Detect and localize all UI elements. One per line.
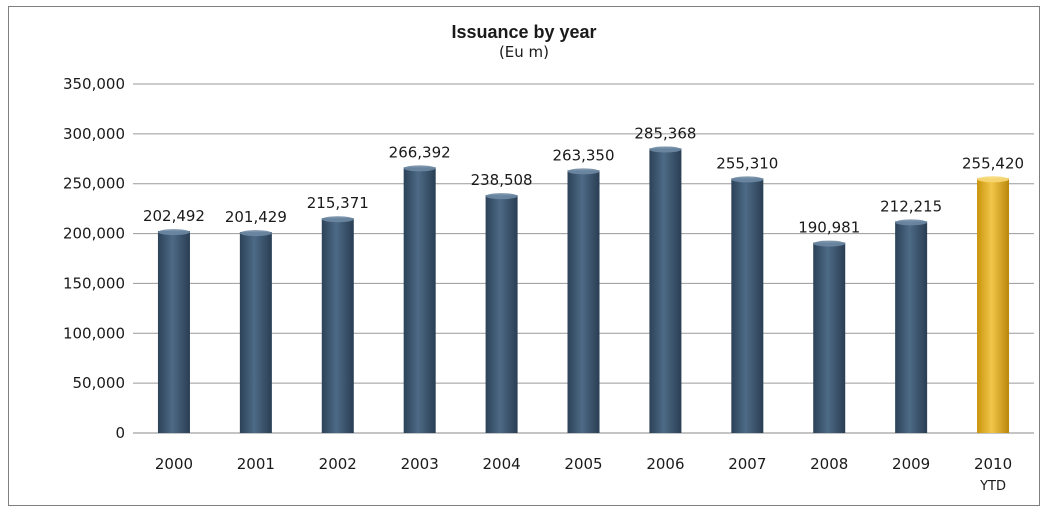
data-label: 202,492 xyxy=(143,207,205,225)
y-tick-label: 0 xyxy=(115,424,125,442)
bar xyxy=(157,231,190,433)
bar-cap xyxy=(977,176,1010,183)
data-label: 215,371 xyxy=(307,194,369,212)
bar-cap xyxy=(813,240,846,247)
x-tick-label: 2006 xyxy=(646,455,684,473)
y-tick-label: 200,000 xyxy=(63,225,125,243)
data-label: 190,981 xyxy=(798,219,860,237)
bar xyxy=(895,221,928,433)
bar xyxy=(321,218,354,433)
y-tick-label: 150,000 xyxy=(63,274,125,292)
x-tick-label: 2007 xyxy=(728,455,766,473)
bar-cap xyxy=(649,146,682,153)
y-tick-label: 50,000 xyxy=(73,374,126,392)
bar xyxy=(239,232,272,433)
data-label: 255,420 xyxy=(962,154,1024,172)
bar xyxy=(485,195,518,433)
bar xyxy=(403,167,436,433)
chart-title: Issuance by year xyxy=(451,22,597,42)
x-tick-label: 2005 xyxy=(564,455,602,473)
x-tick-label: 2001 xyxy=(237,455,275,473)
y-tick-label: 350,000 xyxy=(63,75,125,93)
x-tick-label: 2002 xyxy=(319,455,357,473)
x-tick-label: 2009 xyxy=(892,455,930,473)
bar-cap xyxy=(731,176,764,183)
bar-cap xyxy=(239,230,272,237)
data-label: 201,429 xyxy=(225,208,287,226)
data-label: 266,392 xyxy=(389,143,451,161)
chart-subtitle: (Eu m) xyxy=(498,43,550,61)
bar-highlight xyxy=(977,178,1010,433)
data-label: 263,350 xyxy=(552,146,614,164)
bar-cap xyxy=(321,216,354,223)
bar xyxy=(813,242,846,433)
data-label: 238,508 xyxy=(471,171,533,189)
bar-cap xyxy=(485,193,518,200)
y-tick-label: 300,000 xyxy=(63,125,125,143)
x-tick-label: 2000 xyxy=(155,455,193,473)
bar xyxy=(567,170,600,433)
x-tick-label: 2003 xyxy=(401,455,439,473)
bar-cap xyxy=(403,165,436,172)
bar-cap xyxy=(157,229,190,236)
x-tick-label: 2010 YTD xyxy=(974,455,1012,494)
bar xyxy=(649,148,682,434)
data-label: 212,215 xyxy=(880,197,942,215)
x-tick-label: 2008 xyxy=(810,455,848,473)
y-tick-label: 100,000 xyxy=(63,324,125,342)
data-label: 285,368 xyxy=(634,124,696,142)
bar-cap xyxy=(567,168,600,175)
y-tick-label: 250,000 xyxy=(63,175,125,193)
bar-cap xyxy=(895,219,928,226)
x-tick-label: 2004 xyxy=(482,455,520,473)
bar xyxy=(731,178,764,433)
data-label: 255,310 xyxy=(716,154,778,172)
